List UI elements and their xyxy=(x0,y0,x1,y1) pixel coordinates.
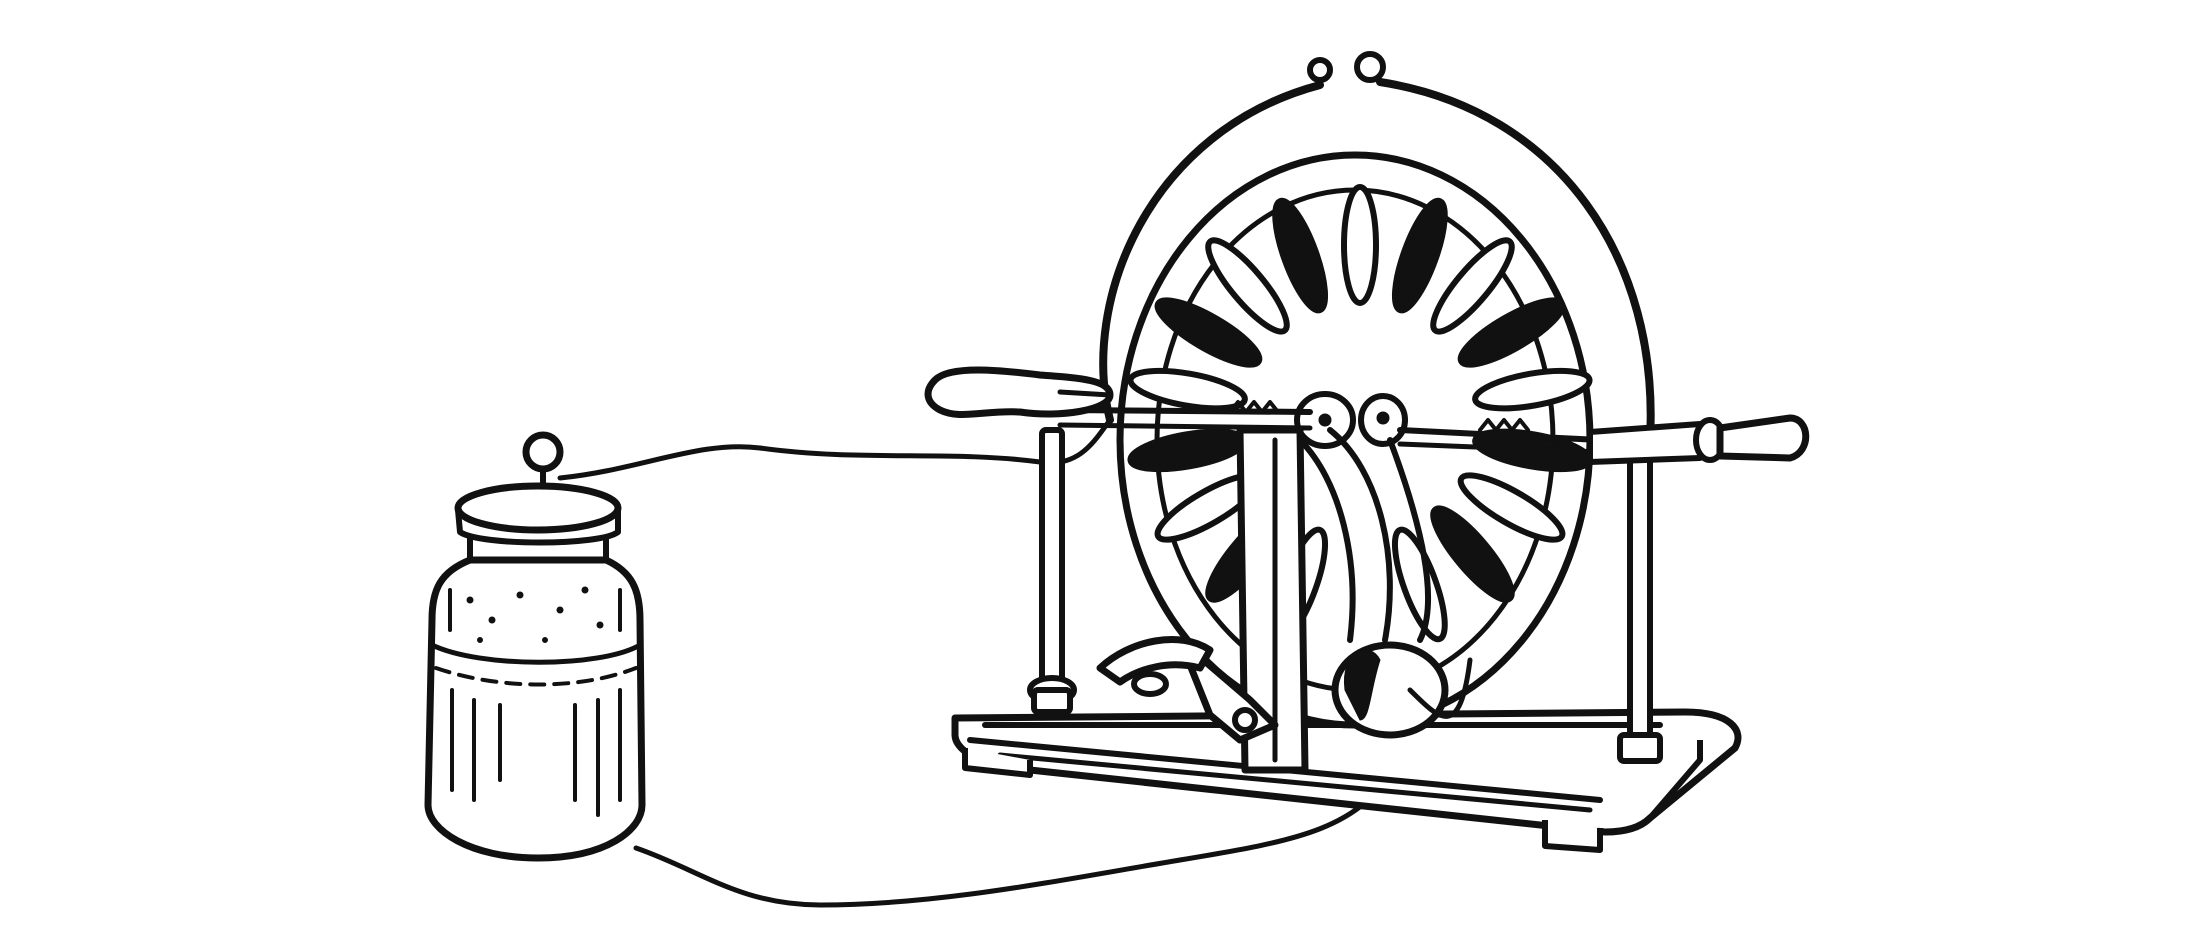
disc-sectors xyxy=(1127,184,1593,643)
disc-hub xyxy=(1294,391,1408,449)
wimshurst-machine xyxy=(924,51,1810,853)
rotating-disc xyxy=(1116,151,1594,729)
collector-combs xyxy=(1228,400,1530,432)
jar-terminal-ring xyxy=(522,431,564,473)
leyden-jar xyxy=(424,431,646,862)
right-collector-rod xyxy=(1397,414,1810,465)
lower-pulley xyxy=(1331,641,1449,739)
jar-liquid-level xyxy=(429,642,643,665)
spark-gap-ball-right xyxy=(1354,51,1386,83)
left-collector-rod xyxy=(924,366,1313,431)
drive-belt xyxy=(1297,427,1432,643)
left-insulating-handle xyxy=(924,366,1114,418)
right-insulating-handle xyxy=(1716,414,1810,462)
spark-gap-ball-left xyxy=(1307,57,1333,83)
front-standard xyxy=(1236,426,1309,774)
machine-base xyxy=(951,708,1742,853)
crank-handle xyxy=(1096,636,1279,744)
left-support-post xyxy=(1027,427,1077,715)
jar-body xyxy=(424,556,646,862)
jar-lid xyxy=(454,482,622,534)
discharger-arc xyxy=(1099,51,1655,444)
